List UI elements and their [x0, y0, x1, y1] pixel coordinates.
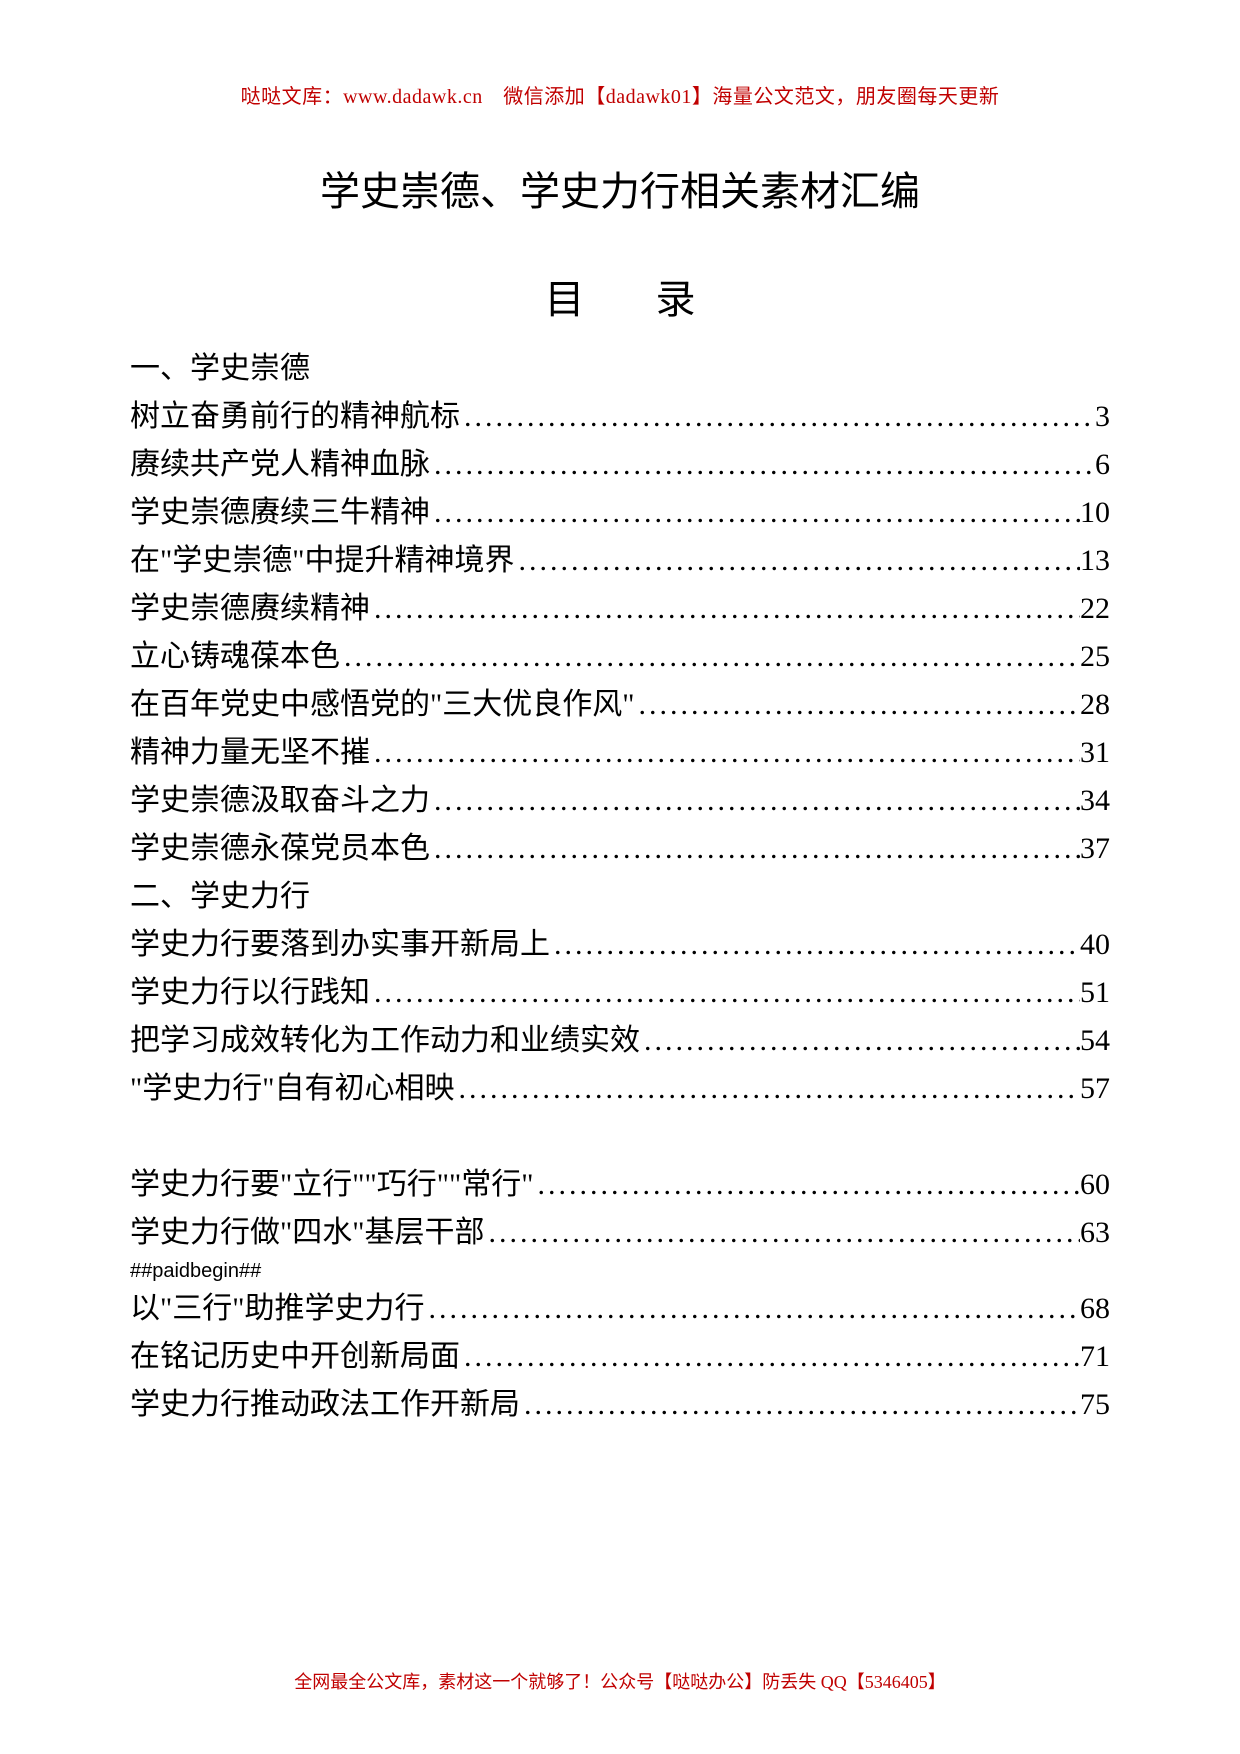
- toc-dots: ........................................…: [485, 1209, 1081, 1257]
- toc-dots: ........................................…: [460, 393, 1095, 441]
- toc-page: 40: [1080, 921, 1110, 969]
- toc-page: 22: [1080, 585, 1110, 633]
- section-heading: 二、学史力行: [130, 873, 1110, 921]
- toc-entry: 学史崇德汲取奋斗之力 .............................…: [130, 777, 1110, 825]
- toc-page: 71: [1080, 1333, 1110, 1381]
- toc-entry: 学史力行要落到办实事开新局上 .........................…: [130, 921, 1110, 969]
- toc-entry: 学史力行推动政法工作开新局 ..........................…: [130, 1381, 1110, 1429]
- toc-dots: ........................................…: [460, 1333, 1080, 1381]
- paid-marker: ##paidbegin##: [130, 1259, 1110, 1283]
- toc-label: 在"学史崇德"中提升精神境界: [130, 537, 515, 585]
- document-page: 哒哒文库：www.dadawk.cn 微信添加【dadawk01】海量公文范文，…: [0, 0, 1240, 1489]
- toc-dots: ........................................…: [550, 921, 1080, 969]
- toc-entry: 学史崇德赓续三牛精神 .............................…: [130, 489, 1110, 537]
- toc-dots: ........................................…: [640, 1017, 1080, 1065]
- toc-entry: 树立奋勇前行的精神航标 ............................…: [130, 393, 1110, 441]
- toc-label: 在铭记历史中开创新局面: [130, 1333, 460, 1381]
- toc-entry: 立心铸魂葆本色 ................................…: [130, 633, 1110, 681]
- toc-entry: 以"三行"助推学史力行 ............................…: [130, 1285, 1110, 1333]
- toc-label: 精神力量无坚不摧: [130, 729, 370, 777]
- toc-page: 63: [1080, 1209, 1110, 1257]
- toc-entry: "学史力行"自有初心相映 ...........................…: [130, 1065, 1110, 1113]
- toc-heading: 目 录: [130, 267, 1110, 325]
- toc-dots: ........................................…: [370, 585, 1080, 633]
- blank-spacer: [130, 1113, 1110, 1161]
- page-header: 哒哒文库：www.dadawk.cn 微信添加【dadawk01】海量公文范文，…: [130, 80, 1110, 109]
- toc-page: 37: [1080, 825, 1110, 873]
- document-title: 学史崇德、学史力行相关素材汇编: [130, 159, 1110, 217]
- toc-dots: ........................................…: [455, 1065, 1081, 1113]
- toc-page: 68: [1080, 1285, 1110, 1333]
- toc-page: 3: [1095, 393, 1110, 441]
- toc-label: 学史力行以行践知: [130, 969, 370, 1017]
- toc-label: 学史力行推动政法工作开新局: [130, 1381, 520, 1429]
- toc-entry: 精神力量无坚不摧 ...............................…: [130, 729, 1110, 777]
- toc-entry: 在百年党史中感悟党的"三大优良作风" .....................…: [130, 681, 1110, 729]
- toc-dots: ........................................…: [340, 633, 1080, 681]
- toc-page: 60: [1080, 1161, 1110, 1209]
- toc-dots: ........................................…: [533, 1161, 1080, 1209]
- toc-entry: 学史力行要"立行""巧行""常行" ......................…: [130, 1161, 1110, 1209]
- toc-page: 54: [1080, 1017, 1110, 1065]
- toc-page: 75: [1080, 1381, 1110, 1429]
- toc-page: 51: [1080, 969, 1110, 1017]
- toc-label: 赓续共产党人精神血脉: [130, 441, 430, 489]
- toc-entry: 把学习成效转化为工作动力和业绩实效 ......................…: [130, 1017, 1110, 1065]
- toc-page: 6: [1095, 441, 1110, 489]
- toc-dots: ........................................…: [430, 489, 1080, 537]
- toc-label: 学史崇德永葆党员本色: [130, 825, 430, 873]
- toc-page: 10: [1080, 489, 1110, 537]
- toc-entry: 学史崇德赓续精神 ...............................…: [130, 585, 1110, 633]
- toc-label: 学史崇德汲取奋斗之力: [130, 777, 430, 825]
- toc-dots: ........................................…: [430, 777, 1080, 825]
- toc-label: 立心铸魂葆本色: [130, 633, 340, 681]
- toc-page: 28: [1080, 681, 1110, 729]
- toc-label: 学史力行要落到办实事开新局上: [130, 921, 550, 969]
- toc-entry: 赓续共产党人精神血脉 .............................…: [130, 441, 1110, 489]
- toc-dots: ........................................…: [515, 537, 1081, 585]
- toc-entry: 在铭记历史中开创新局面 ............................…: [130, 1333, 1110, 1381]
- toc-section-1: 一、学史崇德 树立奋勇前行的精神航标 .....................…: [130, 345, 1110, 873]
- toc-label: 把学习成效转化为工作动力和业绩实效: [130, 1017, 640, 1065]
- toc-page: 25: [1080, 633, 1110, 681]
- toc-dots: ........................................…: [520, 1381, 1080, 1429]
- toc-label: 学史崇德赓续三牛精神: [130, 489, 430, 537]
- toc-entry: 学史力行以行践知 ...............................…: [130, 969, 1110, 1017]
- toc-entry: 学史崇德永葆党员本色 .............................…: [130, 825, 1110, 873]
- page-footer: 全网最全公文库，素材这一个就够了！公众号【哒哒办公】防丢失 QQ【5346405…: [0, 1668, 1240, 1694]
- toc-label: "学史力行"自有初心相映: [130, 1065, 455, 1113]
- toc-label: 学史力行做"四水"基层干部: [130, 1209, 485, 1257]
- toc-page: 13: [1080, 537, 1110, 585]
- toc-dots: ........................................…: [370, 729, 1080, 777]
- toc-dots: ........................................…: [430, 441, 1095, 489]
- toc-label: 学史力行要"立行""巧行""常行": [130, 1161, 533, 1209]
- toc-label: 在百年党史中感悟党的"三大优良作风": [130, 681, 635, 729]
- toc-label: 树立奋勇前行的精神航标: [130, 393, 460, 441]
- toc-dots: ........................................…: [425, 1285, 1081, 1333]
- toc-section-2: 二、学史力行 学史力行要落到办实事开新局上 ..................…: [130, 873, 1110, 1113]
- toc-dots: ........................................…: [370, 969, 1080, 1017]
- toc-label: 学史崇德赓续精神: [130, 585, 370, 633]
- toc-page: 31: [1080, 729, 1110, 777]
- toc-label: 以"三行"助推学史力行: [130, 1285, 425, 1333]
- toc-entry: 学史力行做"四水"基层干部 ..........................…: [130, 1209, 1110, 1257]
- toc-dots: ........................................…: [635, 681, 1081, 729]
- toc-page: 34: [1080, 777, 1110, 825]
- toc-page: 57: [1080, 1065, 1110, 1113]
- toc-entry: 在"学史崇德"中提升精神境界 .........................…: [130, 537, 1110, 585]
- toc-dots: ........................................…: [430, 825, 1080, 873]
- section-heading: 一、学史崇德: [130, 345, 1110, 393]
